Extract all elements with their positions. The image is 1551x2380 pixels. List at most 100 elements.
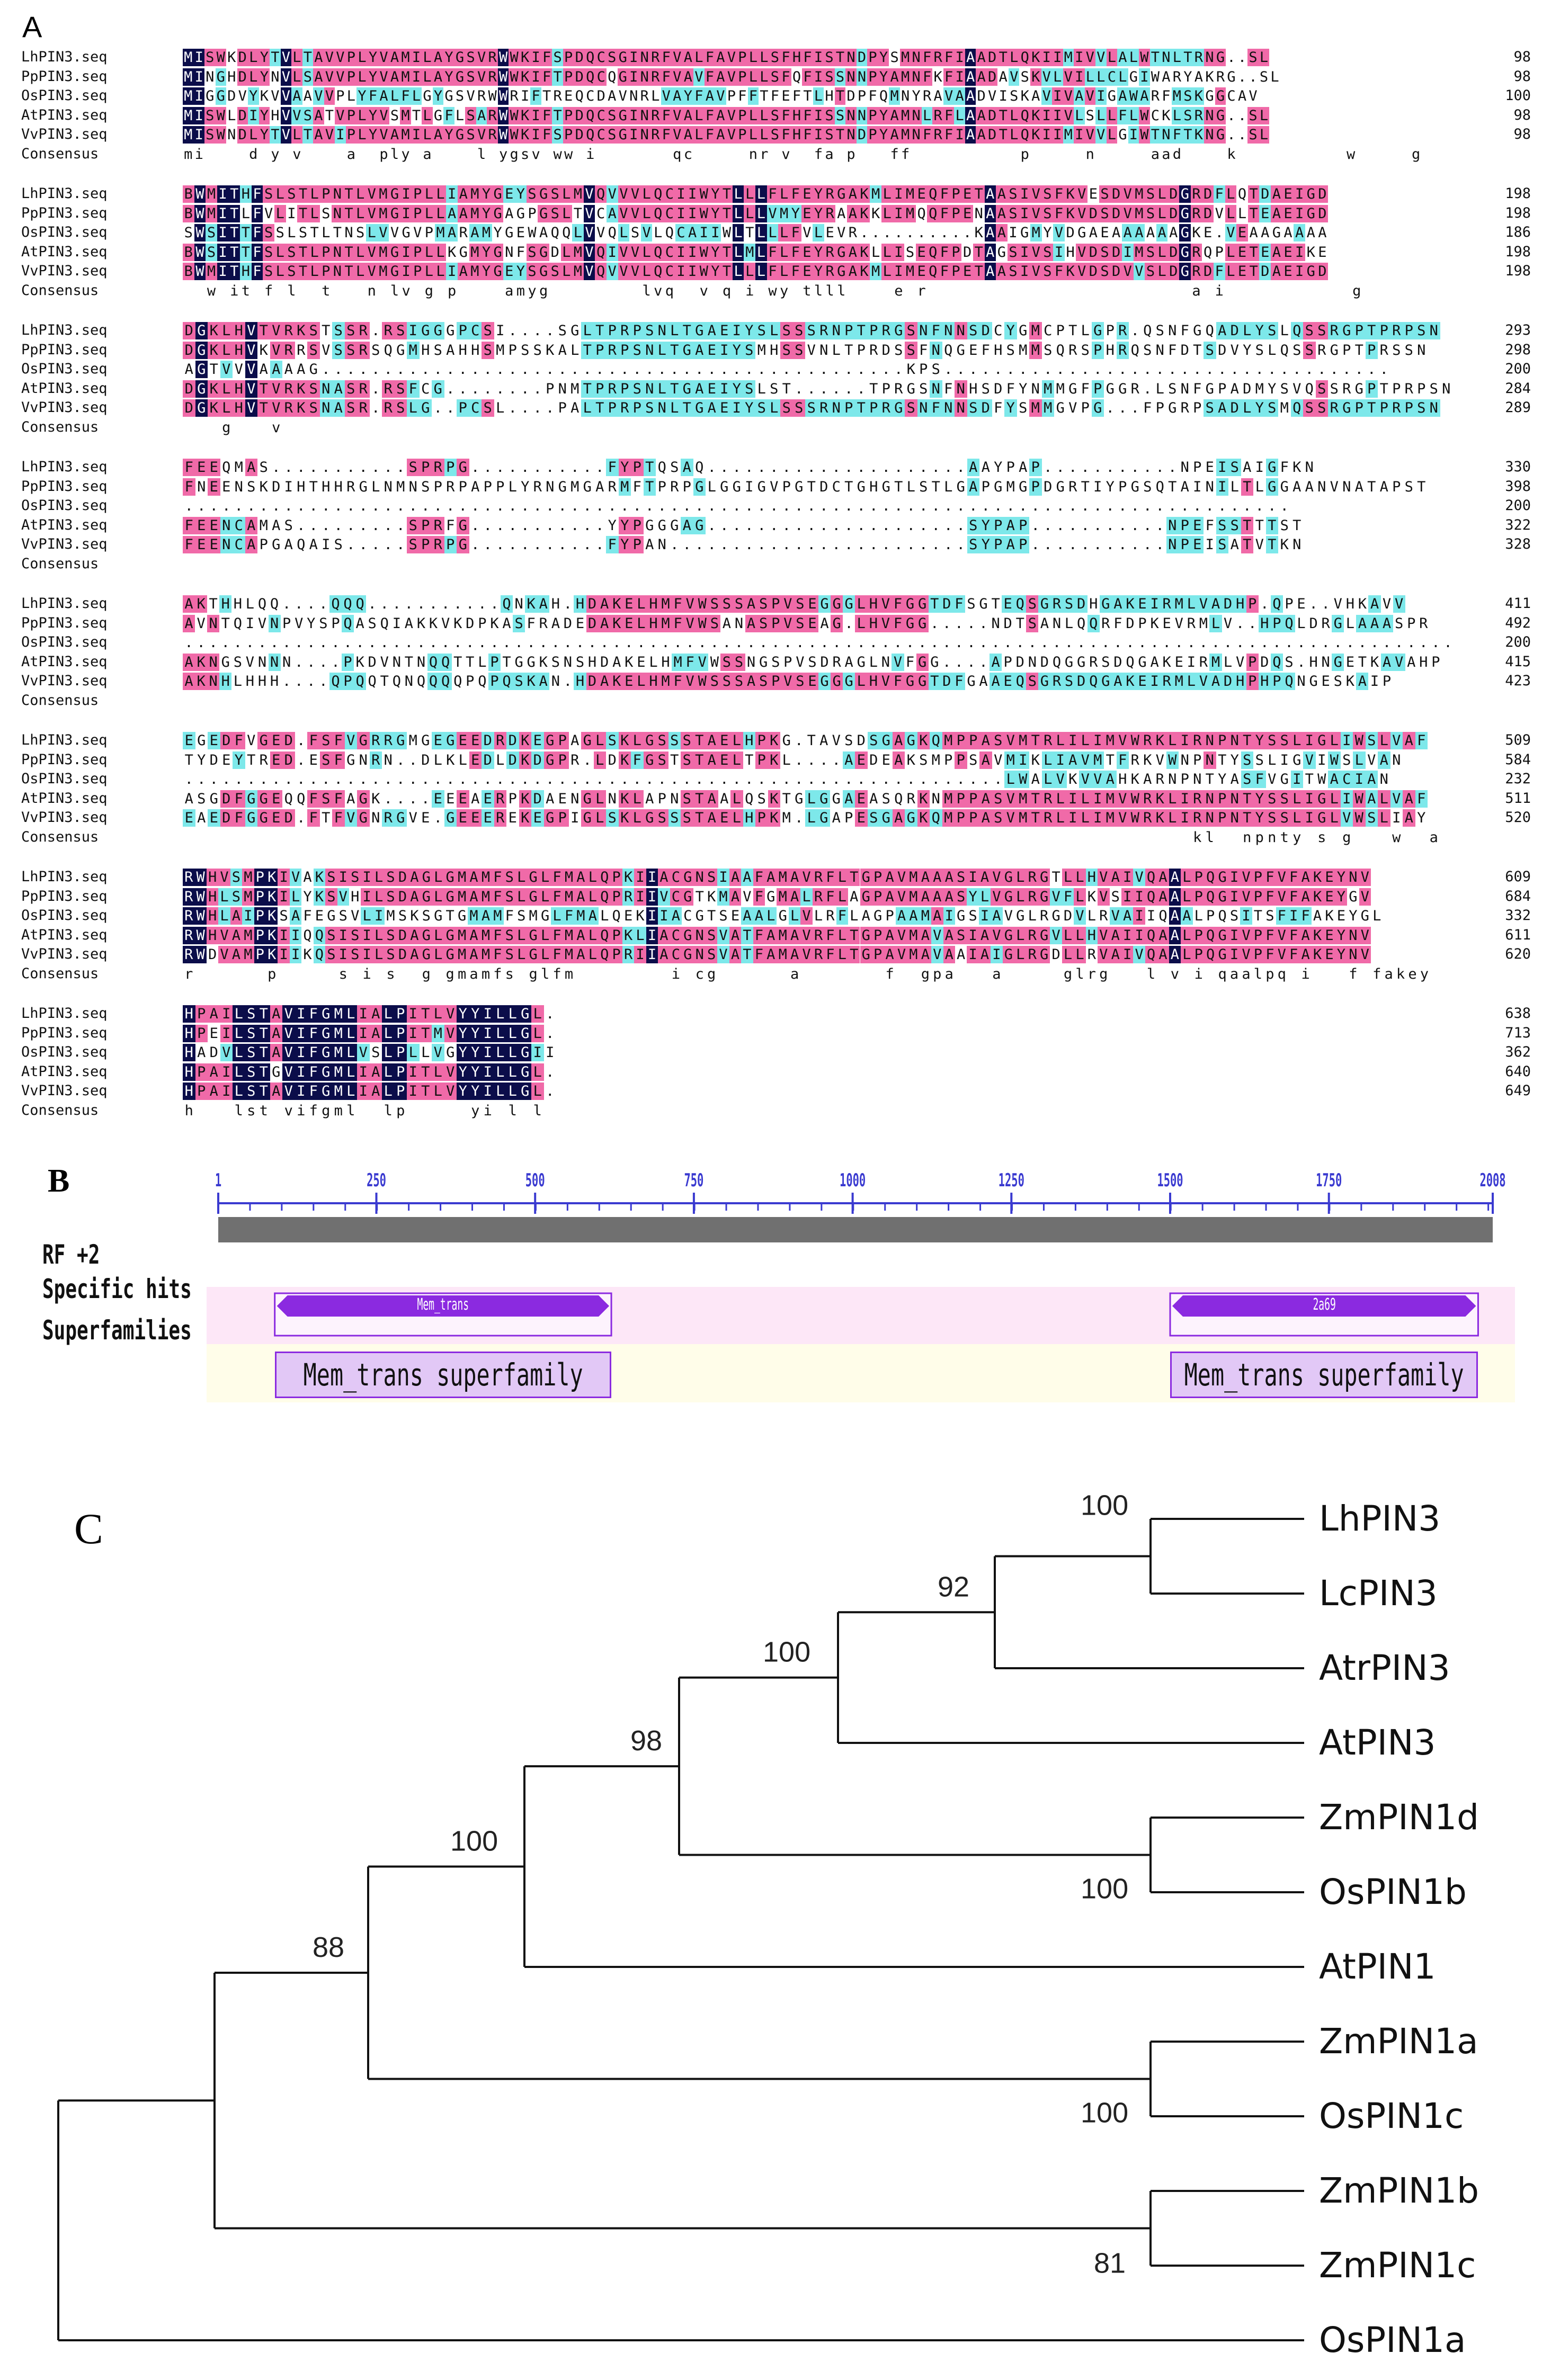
sequence-row: LhPIN3.seq F E E Q M A S........... S P R P G.......… — [0, 458, 1551, 477]
residue-count: 362 — [1505, 1044, 1531, 1060]
residue-count: 638 — [1505, 1005, 1531, 1022]
sequence-name: OsPIN3.seq — [21, 224, 108, 240]
leaf-label: ZmPIN1c — [1319, 2245, 1476, 2286]
sequence-row: AtPIN3.seq A S G D F G G E Q Q F S F A G K.... E E E A E R P K D A… — [0, 789, 1551, 808]
sequence-name: Consensus — [21, 418, 99, 435]
sequence-row: PpPIN3.seq H P E I L S T A V I F G M L I A L P I T M V Y Y I L L G L.… — [0, 1024, 1551, 1043]
sequence-name: PpPIN3.seq — [21, 68, 108, 85]
domain-graphic: 1 250 500 750 1000 1250 1500 1750 2008 RF +2 Spe… — [0, 1155, 1551, 1430]
sequence-name: AtPIN3.seq — [21, 653, 108, 670]
sequence-row: LhPIN3.seq R W H V S M P K I V A K S I S I L S D A G L G M A M F S L G… — [0, 867, 1551, 887]
bootstrap-value: 100 — [763, 1636, 810, 1668]
specific-hits-label: Specific hits — [42, 1274, 192, 1304]
bootstrap-value: 100 — [1081, 1873, 1128, 1905]
sequence-row: PpPIN3.seq A V N T Q I V N P V Y S P Q A S Q I A K K V K D P K A S F R… — [0, 614, 1551, 633]
residue-count: 200 — [1505, 497, 1531, 514]
leaf-label: OsPIN1a — [1319, 2320, 1466, 2360]
residue-count: 330 — [1505, 459, 1531, 475]
sequence-name: AtPIN3.seq — [21, 790, 108, 807]
sequence-name: Consensus — [21, 828, 99, 845]
sequence-row: AtPIN3.seq H P A I L S T G V I F G M L I A L P I T L V Y Y I L L G L.… — [0, 1062, 1551, 1081]
sequence-name: Consensus — [21, 692, 99, 709]
sequence-name: PpPIN3.seq — [21, 341, 108, 358]
panel-a-label: A — [22, 10, 42, 43]
sequence-row: OsPIN3.seq..............................… — [0, 496, 1551, 515]
residue-count: 520 — [1505, 809, 1531, 826]
sequence-name: VvPIN3.seq — [21, 126, 108, 142]
sequence-residues: ........................................… — [184, 771, 1388, 788]
sequence-name: PpPIN3.seq — [21, 1024, 108, 1041]
residue-count: 98 — [1513, 49, 1531, 65]
leaf-label: AtrPIN3 — [1319, 1648, 1450, 1688]
hit-arrow — [1172, 1295, 1476, 1317]
sequence-name: LhPIN3.seq — [21, 459, 108, 475]
leaf-label: ZmPIN1b — [1319, 2170, 1479, 2211]
residue-count: 322 — [1505, 516, 1531, 533]
sequence-name: VvPIN3.seq — [21, 946, 108, 962]
specific-hit-label: Mem_trans — [275, 1295, 611, 1314]
sequence-name: AtPIN3.seq — [21, 1063, 108, 1080]
sequence-row: OsPIN3.seq S W S I T T F S S L S T L T N S L V V G V P M A R A M Y G E… — [0, 223, 1551, 242]
consensus-row: Consensus — [0, 554, 1551, 574]
sequence-row: VvPIN3.seq E A E D F G G E D. F T F V G N R G V E. G E E E R E K E G… — [0, 808, 1551, 827]
sequence-name: LhPIN3.seq — [21, 322, 108, 338]
bootstrap-value: 100 — [1081, 2097, 1128, 2129]
residue-count: 100 — [1505, 87, 1531, 104]
residue-count: 198 — [1505, 263, 1531, 279]
residue-count: 200 — [1505, 361, 1531, 377]
hit-arrow — [277, 1295, 610, 1317]
sequence-row: VvPIN3.seq H P A I L S T A V I F G M L I A L P I T L V Y Y I L L G L.… — [0, 1081, 1551, 1100]
residue-count: 398 — [1505, 478, 1531, 495]
sequence-row: OsPIN3.seq R W H L A I P K S A F E G S V L I M S K S G T G M A M F S M… — [0, 906, 1551, 925]
sequence-row: OsPIN3.seq M I G G D V Y K V V A A V V P L Y F A L F L G Y G S V R W W… — [0, 86, 1551, 105]
leaf-label: OsPIN1b — [1319, 1872, 1467, 1912]
sequence-name: OsPIN3.seq — [21, 907, 108, 924]
sequence-name: Consensus — [21, 145, 99, 162]
sequence-name: OsPIN3.seq — [21, 361, 108, 377]
sequence-name: LhPIN3.seq — [21, 869, 108, 885]
sequence-row: OsPIN3.seq H A D V L S T A V I F G M L V S L P L L V G Y Y I L L G I I… — [0, 1043, 1551, 1062]
specific-hit-name: Mem_trans — [417, 1295, 469, 1314]
sequence-name: VvPIN3.seq — [21, 263, 108, 279]
sequence-row: VvPIN3.seq R W D V A M P K I I K Q S I S I L S D A G L G M A M F S L G… — [0, 945, 1551, 964]
sequence-name: Consensus — [21, 282, 99, 299]
ruler-tick-label: 500 — [525, 1169, 545, 1191]
sequence-name: PpPIN3.seq — [21, 614, 108, 631]
sequence-name: PpPIN3.seq — [21, 478, 108, 495]
superfamily-name: Mem_trans superfamily — [303, 1357, 583, 1393]
residue-count: 298 — [1505, 341, 1531, 358]
sequence-name: PpPIN3.seq — [21, 204, 108, 221]
sequence-name: OsPIN3.seq — [21, 497, 108, 514]
bootstrap-value: 81 — [1094, 2248, 1126, 2279]
superfamily-box: Mem_trans superfamily — [1170, 1352, 1478, 1398]
bootstrap-value: 98 — [630, 1725, 662, 1757]
residue-count: 609 — [1505, 869, 1531, 885]
sequence-name: LhPIN3.seq — [21, 595, 108, 612]
